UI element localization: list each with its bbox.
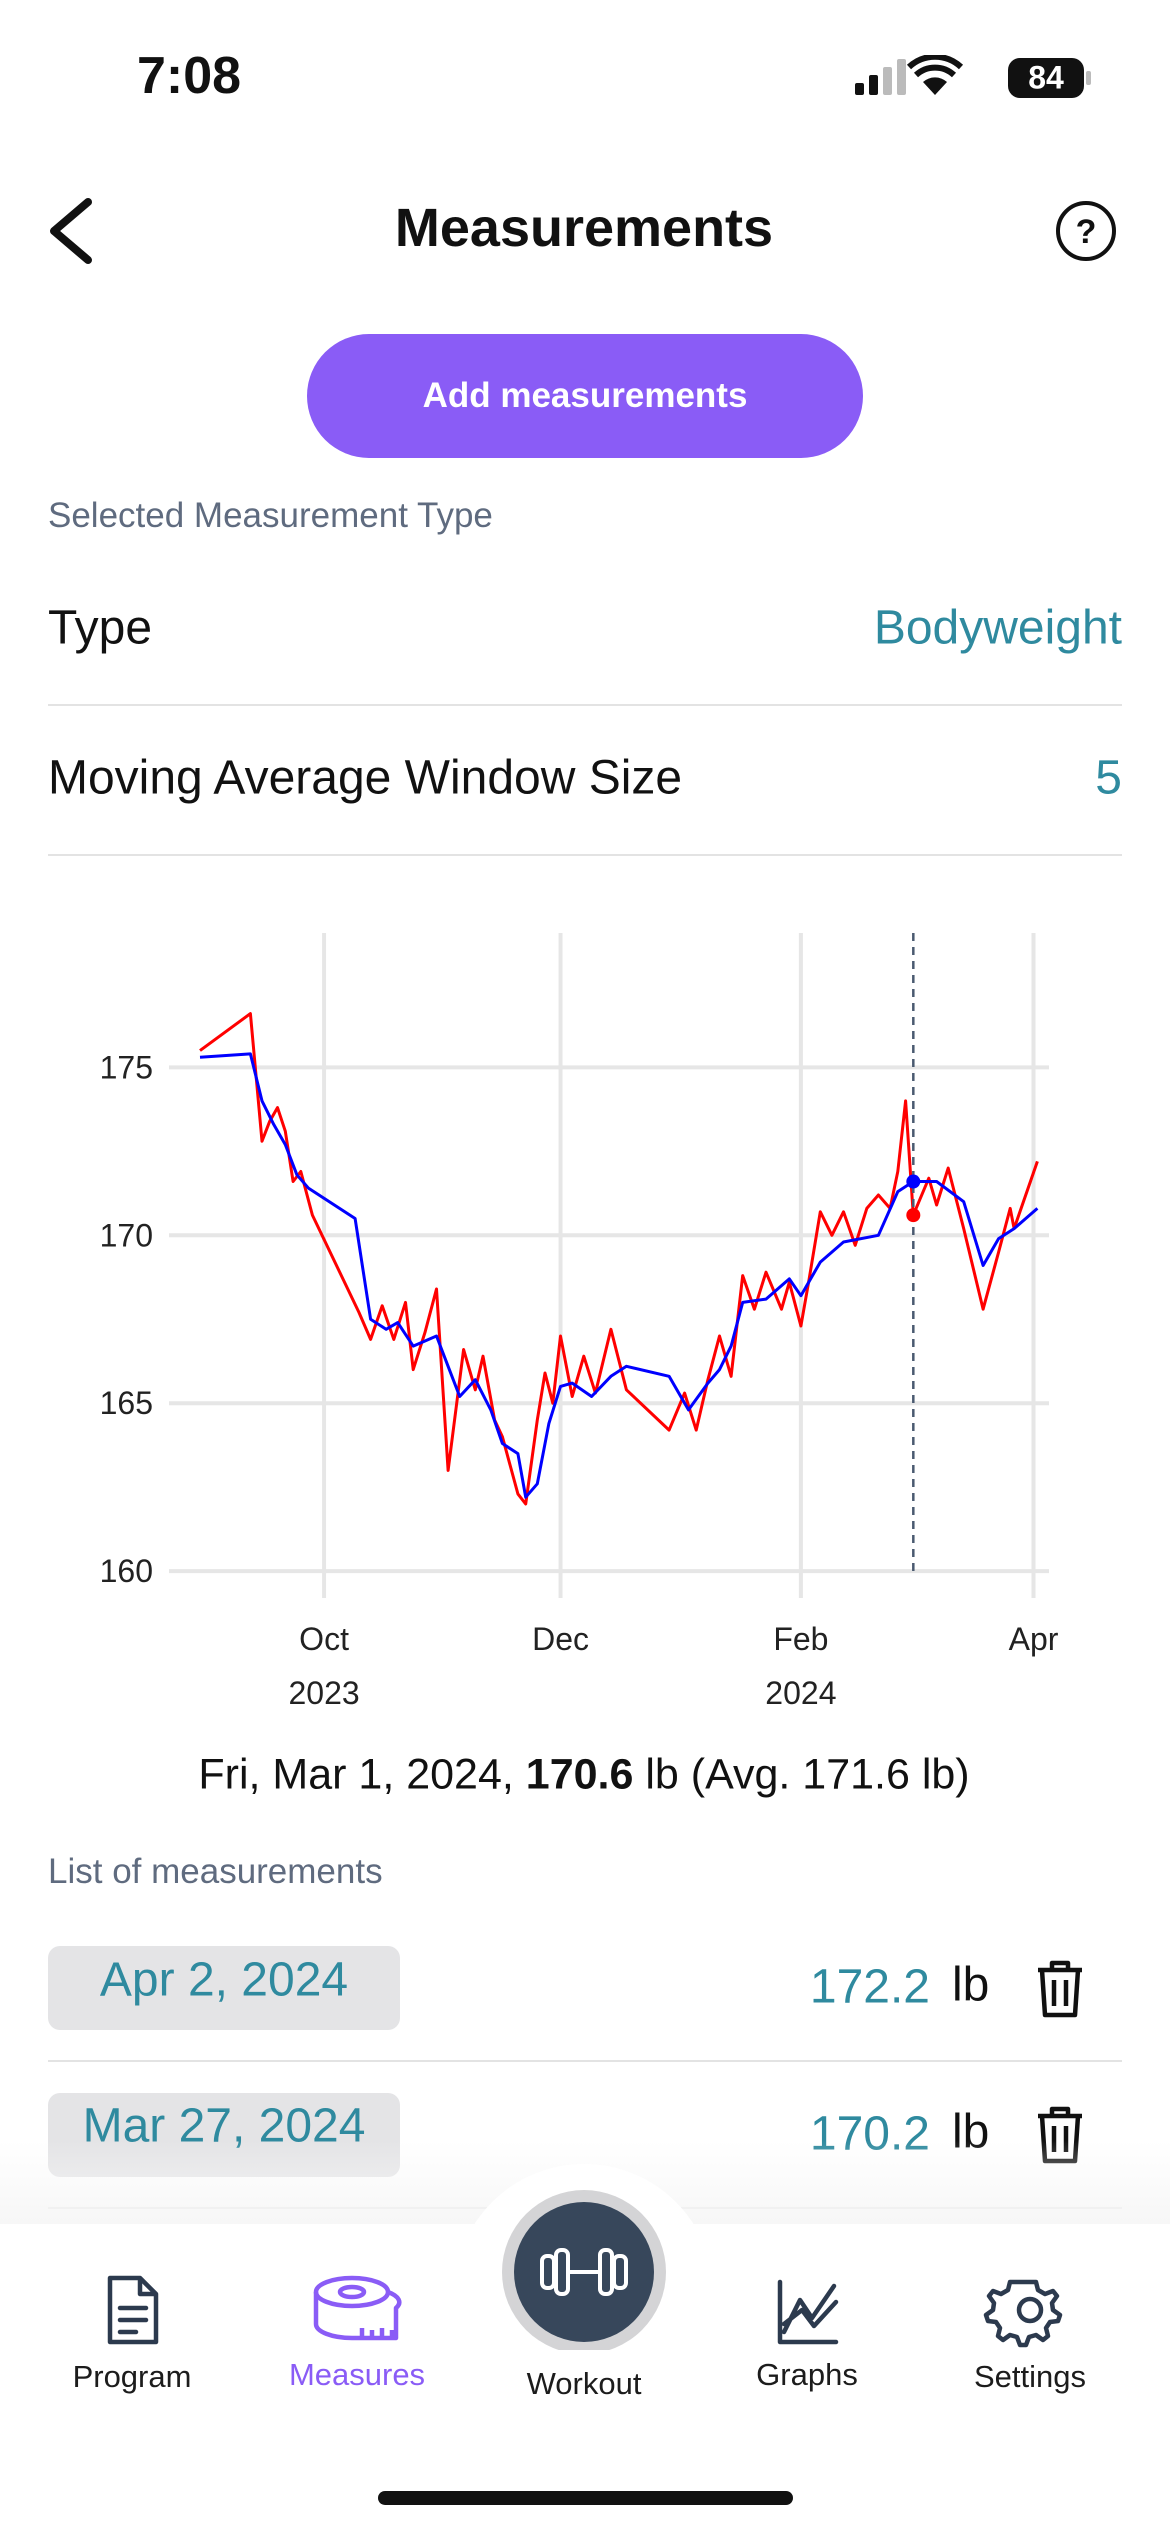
setting-value[interactable]: 5 [1095, 751, 1122, 805]
status-time: 7:08 [137, 47, 242, 105]
x-tick-label: Oct [299, 1621, 349, 1657]
nav-label[interactable]: Workout [526, 2366, 642, 2401]
y-tick-label: 160 [100, 1553, 153, 1589]
page-title: Measurements [394, 198, 774, 258]
nav-label[interactable]: Measures [288, 2357, 426, 2392]
nav-label[interactable]: Graphs [756, 2357, 858, 2392]
x-tick-sublabel: 2024 [765, 1675, 836, 1711]
selection-caption: Fri, Mar 1, 2024, 170.6 lb (Avg. 171.6 l… [198, 1751, 969, 1800]
item-value: 172.2 [809, 1960, 930, 2014]
nav-label[interactable]: Program [72, 2359, 192, 2394]
back-button[interactable] [40, 196, 100, 266]
tab-icons [107, 2190, 1063, 2350]
chart: 160 165 170 175 Oct 2023 Dec Feb 2024 Apr [100, 933, 1059, 1711]
date-pill[interactable] [48, 1946, 400, 2030]
setting-label: Type [48, 601, 153, 655]
x-tick-label: Feb [773, 1621, 828, 1657]
setting-label: Moving Average Window Size [48, 751, 683, 805]
home-indicator [378, 2491, 793, 2505]
help-button[interactable]: ? [1054, 199, 1118, 263]
add-button-label: Add measurements [422, 376, 748, 415]
list-label: List of measurements [48, 1852, 383, 1891]
selection-dot [906, 1208, 921, 1223]
battery-level: 84 [1028, 59, 1064, 96]
selection-dot [906, 1174, 921, 1189]
setting-value[interactable]: Bodyweight [873, 601, 1122, 655]
caption-unit: lb [645, 1750, 679, 1799]
x-tick-label: Apr [1009, 1621, 1059, 1657]
series-line [199, 1052, 1039, 1499]
nav-label[interactable]: Settings [973, 2359, 1087, 2394]
x-tick-label: Dec [532, 1621, 589, 1657]
series-line [199, 1012, 1039, 1506]
caption-date: Fri, Mar 1, 2024, [198, 1750, 514, 1799]
divider [48, 854, 1122, 856]
svg-text:?: ? [1076, 213, 1097, 251]
delete-button[interactable] [1032, 1958, 1088, 2020]
divider [48, 2060, 1122, 2062]
y-tick-label: 175 [100, 1049, 153, 1085]
section-label: Selected Measurement Type [48, 496, 493, 535]
y-tick-label: 165 [100, 1385, 153, 1421]
add-button[interactable]: Add measurements [307, 334, 863, 458]
item-unit: lb [952, 1958, 990, 2012]
x-tick-sublabel: 2023 [288, 1675, 359, 1711]
caption-average: (Avg. 171.6 lb) [690, 1750, 970, 1799]
y-tick-label: 170 [100, 1217, 153, 1253]
item-date: Apr 2, 2024 [99, 1953, 349, 2007]
divider [48, 704, 1122, 706]
status-icons [855, 55, 1091, 98]
caption-value: 170.6 [525, 1750, 634, 1799]
